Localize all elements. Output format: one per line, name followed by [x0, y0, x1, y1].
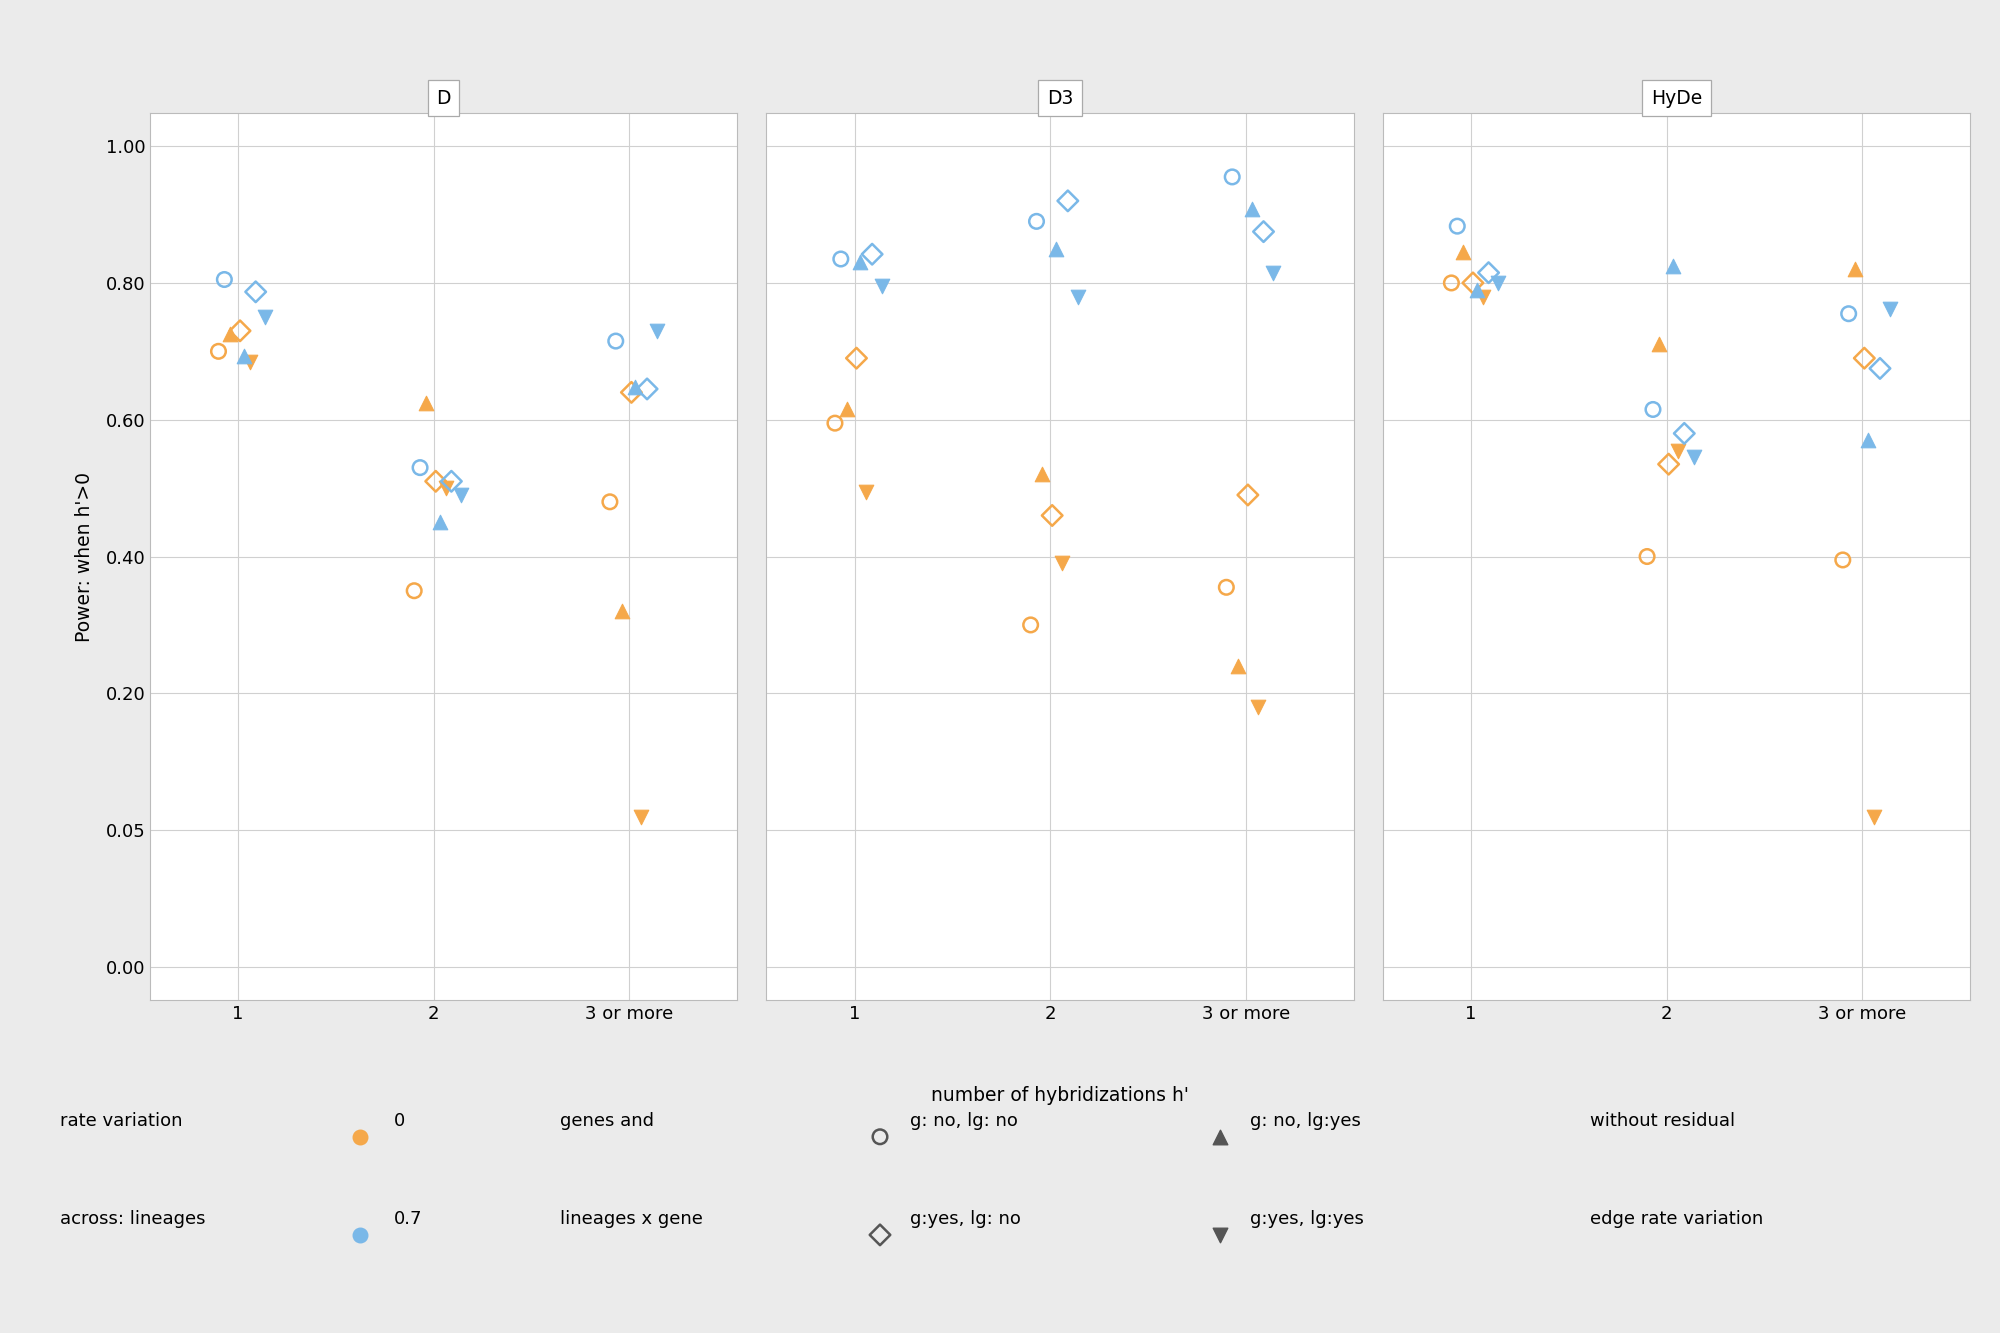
Point [240, 281, 272, 303]
Text: number of hybridizations h': number of hybridizations h' [932, 1086, 1188, 1105]
Title: D: D [436, 88, 450, 108]
Point [202, 341, 234, 363]
Point [1838, 259, 1870, 280]
Point [344, 1224, 376, 1245]
Point [1052, 191, 1084, 212]
Point [1248, 221, 1280, 243]
Point [632, 379, 664, 400]
Title: D3: D3 [1046, 88, 1074, 108]
Point [1204, 1126, 1236, 1148]
Point [214, 324, 246, 345]
Point [1460, 279, 1492, 300]
Point [864, 1126, 896, 1148]
Point [850, 481, 882, 503]
Point [600, 331, 632, 352]
Point [1632, 547, 1664, 568]
Point [1678, 447, 1710, 468]
Point [1236, 199, 1268, 220]
Point [1668, 423, 1700, 444]
Point [1466, 287, 1498, 308]
Point [616, 381, 648, 403]
Point [640, 320, 672, 341]
Point [1826, 549, 1858, 571]
Y-axis label: Power: when h'>0: Power: when h'>0 [76, 472, 94, 641]
Point [1046, 553, 1078, 575]
Point [1852, 429, 1884, 451]
Point [1642, 333, 1674, 355]
Point [1652, 453, 1684, 475]
Point [1442, 216, 1474, 237]
Title: HyDe: HyDe [1650, 88, 1702, 108]
Point [830, 399, 862, 420]
Text: across: lineages: across: lineages [60, 1210, 206, 1229]
Point [1874, 299, 1906, 320]
Text: genes and: genes and [560, 1112, 654, 1130]
Point [1204, 1224, 1236, 1245]
Point [436, 471, 468, 492]
Point [1036, 505, 1068, 527]
Point [398, 580, 430, 601]
Point [1472, 263, 1504, 284]
Point [1482, 272, 1514, 293]
Point [208, 269, 240, 291]
Point [410, 392, 442, 413]
Point [1242, 696, 1274, 717]
Point [1636, 399, 1668, 420]
Point [420, 471, 452, 492]
Point [1258, 263, 1290, 284]
Point [404, 457, 436, 479]
Point [606, 601, 638, 623]
Point [1014, 615, 1046, 636]
Point [1456, 272, 1488, 293]
Point [844, 252, 876, 273]
Point [1864, 357, 1896, 379]
Point [1662, 440, 1694, 461]
Point [1436, 272, 1468, 293]
Text: edge rate variation: edge rate variation [1590, 1210, 1764, 1229]
Point [1232, 484, 1264, 505]
Point [620, 376, 652, 397]
Point [1020, 211, 1052, 232]
Point [840, 348, 872, 369]
Text: rate variation: rate variation [60, 1112, 182, 1130]
Point [430, 477, 462, 499]
Point [234, 351, 266, 372]
Point [626, 806, 658, 828]
Point [1222, 656, 1254, 677]
Text: g:yes, lg:yes: g:yes, lg:yes [1250, 1210, 1364, 1229]
Point [1848, 348, 1880, 369]
Point [1040, 239, 1072, 260]
Point [864, 1224, 896, 1245]
Point [866, 276, 898, 297]
Text: 0.7: 0.7 [394, 1210, 422, 1229]
Point [594, 491, 626, 512]
Point [1858, 806, 1890, 828]
Point [824, 248, 856, 269]
Point [424, 512, 456, 533]
Text: 0: 0 [394, 1112, 406, 1130]
Point [1026, 464, 1058, 485]
Point [1448, 241, 1480, 263]
Point [446, 484, 478, 505]
Point [1062, 287, 1094, 308]
Text: g: no, lg:yes: g: no, lg:yes [1250, 1112, 1360, 1130]
Point [250, 307, 282, 328]
Text: g: no, lg: no: g: no, lg: no [910, 1112, 1018, 1130]
Point [1216, 167, 1248, 188]
Point [228, 345, 260, 367]
Point [1656, 255, 1688, 276]
Point [224, 320, 256, 341]
Point [1210, 577, 1242, 599]
Text: g:yes, lg: no: g:yes, lg: no [910, 1210, 1020, 1229]
Point [1832, 303, 1864, 324]
Point [344, 1126, 376, 1148]
Text: lineages x gene: lineages x gene [560, 1210, 702, 1229]
Point [818, 412, 850, 433]
Text: without residual: without residual [1590, 1112, 1736, 1130]
Point [856, 244, 888, 265]
